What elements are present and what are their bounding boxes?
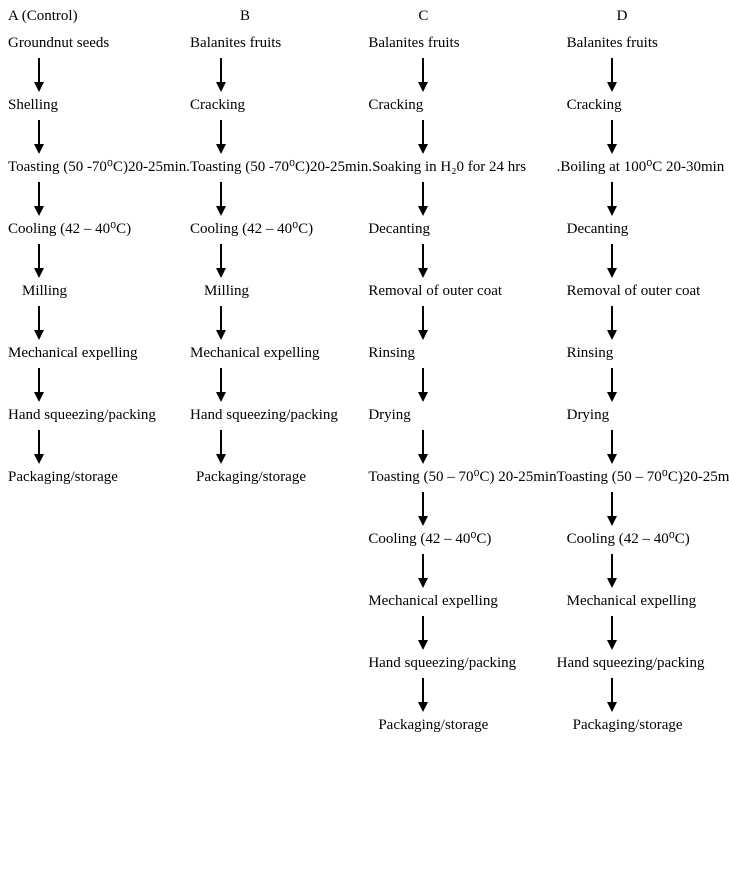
col-c-header: C xyxy=(368,8,428,28)
col-d: D Balanites fruits Cracking .Boiling at … xyxy=(557,8,729,736)
arrow xyxy=(8,426,46,468)
col-c-step-11: Packaging/storage xyxy=(368,716,488,736)
col-a-step-4: Milling xyxy=(8,282,67,302)
arrow xyxy=(368,178,430,220)
arrow xyxy=(8,240,46,282)
arrow xyxy=(557,54,619,96)
col-c-step-10: Hand squeezing/packing xyxy=(368,654,516,674)
col-b-step-7: Packaging/storage xyxy=(190,468,306,488)
col-c-step-3: Decanting xyxy=(368,220,430,240)
arrow xyxy=(557,364,619,406)
arrow xyxy=(557,116,619,158)
col-d-step-6: Drying xyxy=(557,406,610,426)
arrow xyxy=(368,364,430,406)
arrow xyxy=(190,178,228,220)
col-d-step-9: Mechanical expelling xyxy=(557,592,697,612)
col-d-step-3: Decanting xyxy=(557,220,629,240)
flowchart-grid: A (Control) Groundnut seeds Shelling Toa… xyxy=(8,8,721,736)
col-a-step-7: Packaging/storage xyxy=(8,468,118,488)
col-c-step-6: Drying xyxy=(368,406,411,426)
col-b-step-4: Milling xyxy=(190,282,249,302)
arrow xyxy=(557,612,619,654)
arrow xyxy=(557,240,619,282)
col-a-step-6: Hand squeezing/packing xyxy=(8,406,156,426)
col-d-step-5: Rinsing xyxy=(557,344,614,364)
col-a-header: A (Control) xyxy=(8,8,78,28)
col-d-step-1: Cracking xyxy=(557,96,622,116)
arrow xyxy=(557,302,619,344)
col-a-step-3: Cooling (42 – 40⁰C) xyxy=(8,220,131,240)
col-c-step-4: Removal of outer coat xyxy=(368,282,502,302)
col-b-step-6: Hand squeezing/packing xyxy=(190,406,338,426)
arrow xyxy=(190,54,228,96)
col-d-header: D xyxy=(557,8,628,28)
arrow xyxy=(368,240,430,282)
col-c-step-1: Cracking xyxy=(368,96,423,116)
col-b-step-2: Toasting (50 -70⁰C)20-25min xyxy=(190,158,368,178)
col-c-step-9: Mechanical expelling xyxy=(368,592,498,612)
col-a: A (Control) Groundnut seeds Shelling Toa… xyxy=(8,8,190,736)
col-a-step-2: Toasting (50 -70⁰C)20-25min. xyxy=(8,158,190,178)
arrow xyxy=(190,426,228,468)
arrow xyxy=(557,674,619,716)
col-d-step-11: Packaging/storage xyxy=(557,716,683,736)
col-b-step-3: Cooling (42 – 40⁰C) xyxy=(190,220,313,240)
arrow xyxy=(8,364,46,406)
arrow xyxy=(190,240,228,282)
col-b-step-0: Balanites fruits xyxy=(190,34,281,54)
col-c-step-2: .Soaking in H₂0 for 24 hrs xyxy=(368,158,526,178)
arrow xyxy=(190,364,228,406)
col-a-step-5: Mechanical expelling xyxy=(8,344,138,364)
col-a-step-1: Shelling xyxy=(8,96,58,116)
arrow xyxy=(8,178,46,220)
arrow xyxy=(557,426,619,468)
arrow xyxy=(557,178,619,220)
col-c-step-5: Rinsing xyxy=(368,344,415,364)
col-d-step-7: Toasting (50 – 70⁰C)20-25mi xyxy=(557,468,729,488)
col-d-step-0: Balanites fruits xyxy=(557,34,658,54)
arrow xyxy=(368,54,430,96)
col-c-step-0: Balanites fruits xyxy=(368,34,459,54)
col-b-step-5: Mechanical expelling xyxy=(190,344,320,364)
arrow xyxy=(8,116,46,158)
col-d-step-4: Removal of outer coat xyxy=(557,282,701,302)
arrow xyxy=(368,612,430,654)
arrow xyxy=(368,302,430,344)
col-d-step-2: .Boiling at 100⁰C 20-30min xyxy=(557,158,725,178)
arrow xyxy=(557,488,619,530)
arrow xyxy=(368,550,430,592)
arrow xyxy=(368,116,430,158)
col-c-step-7: Toasting (50 – 70⁰C) 20-25min xyxy=(368,468,556,488)
arrow xyxy=(190,302,228,344)
arrow xyxy=(368,426,430,468)
col-b: B Balanites fruits Cracking Toasting (50… xyxy=(190,8,368,736)
arrow xyxy=(368,488,430,530)
col-c: C Balanites fruits Cracking .Soaking in … xyxy=(368,8,556,736)
arrow xyxy=(368,674,430,716)
col-b-step-1: Cracking xyxy=(190,96,245,116)
col-d-step-8: Cooling (42 – 40⁰C) xyxy=(557,530,690,550)
arrow xyxy=(190,116,228,158)
col-b-header: B xyxy=(190,8,250,28)
col-a-step-0: Groundnut seeds xyxy=(8,34,109,54)
arrow xyxy=(557,550,619,592)
arrow xyxy=(8,302,46,344)
arrow xyxy=(8,54,46,96)
col-c-step-8: Cooling (42 – 40⁰C) xyxy=(368,530,491,550)
col-d-step-10: Hand squeezing/packing xyxy=(557,654,705,674)
